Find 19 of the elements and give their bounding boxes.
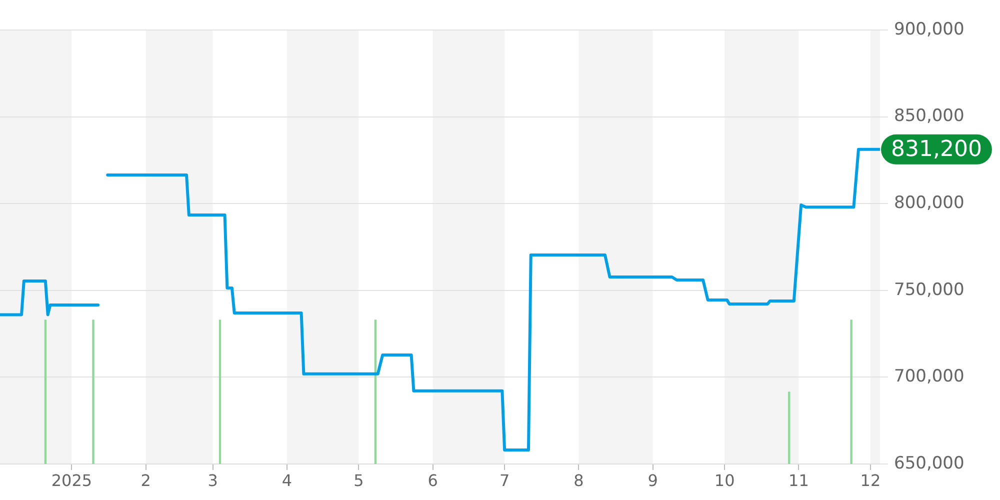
x-tick-label: 7 bbox=[499, 470, 510, 490]
x-tick-label: 10 bbox=[714, 470, 735, 490]
y-tick-label: 750,000 bbox=[894, 280, 964, 300]
y-tick-label: 650,000 bbox=[894, 453, 964, 474]
y-tick-label: 850,000 bbox=[894, 106, 964, 126]
y-tick-label: 800,000 bbox=[894, 193, 964, 214]
annotation: 831,200 bbox=[891, 137, 982, 162]
x-tick-label: 11 bbox=[788, 470, 809, 490]
x-tick-label: 2 bbox=[140, 470, 151, 490]
x-tick-label: 9 bbox=[648, 470, 658, 490]
y-tick-label: 700,000 bbox=[894, 366, 964, 387]
y-tick-label: 900,000 bbox=[894, 19, 964, 40]
x-tick-label: 5 bbox=[354, 470, 364, 490]
x-tick-label: 3 bbox=[208, 470, 218, 490]
x-tick-label: 8 bbox=[574, 470, 584, 490]
x-tick-label: 4 bbox=[282, 470, 292, 490]
x-tick-label: 6 bbox=[428, 470, 438, 490]
x-tick-label: 2025 bbox=[51, 470, 92, 490]
x-tick-label: 12 bbox=[860, 470, 881, 490]
